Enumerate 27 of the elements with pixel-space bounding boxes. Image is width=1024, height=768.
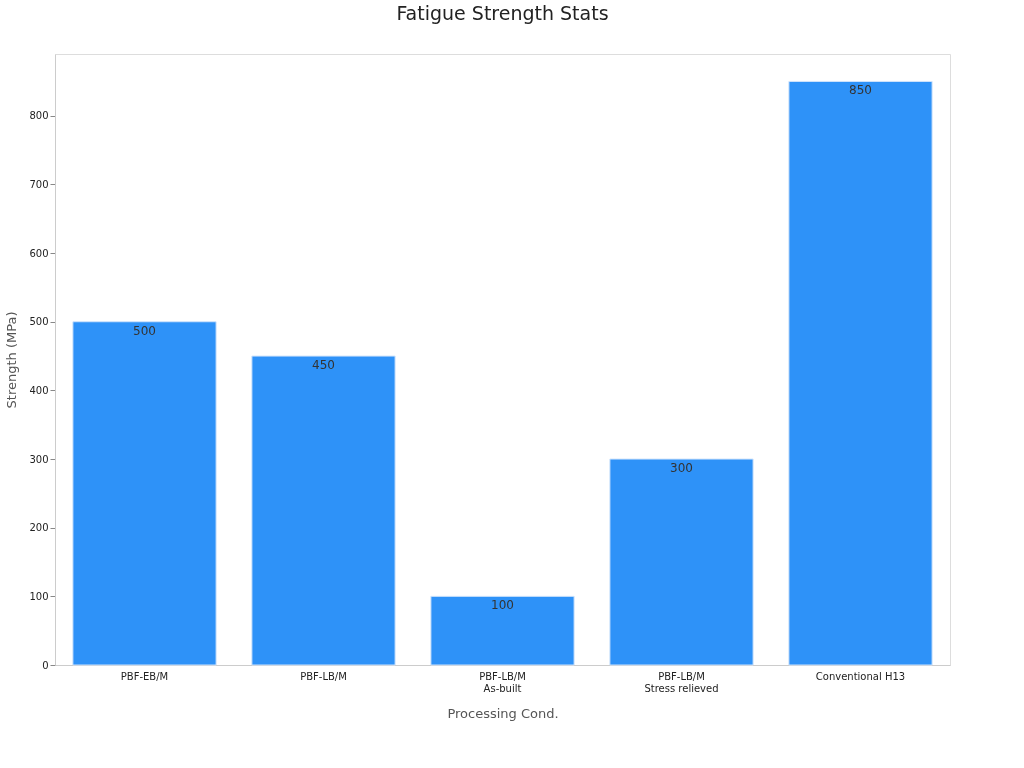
data-label: 100	[491, 598, 514, 613]
bar	[788, 80, 933, 666]
bar	[430, 595, 575, 666]
y-axis-title: Strength (MPa)	[4, 311, 20, 409]
data-label: 300	[670, 461, 693, 476]
y-tick-label: 400	[29, 384, 49, 396]
y-tick-label: 100	[29, 590, 49, 602]
data-label: 850	[849, 83, 872, 98]
data-label: 450	[312, 358, 335, 373]
y-tick-label: 700	[29, 178, 49, 190]
y-tick-label: 500	[29, 316, 49, 328]
x-tick-label: PBF-EB/M	[120, 670, 169, 682]
y-tick-label: 600	[29, 247, 49, 259]
bar	[609, 458, 754, 666]
x-tick-label: PBF-LB/M	[300, 670, 347, 682]
x-tick-label: Conventional H13	[815, 670, 906, 682]
y-tick-label: 800	[29, 110, 49, 122]
chart-title: Fatigue Strength Stats	[396, 2, 609, 24]
y-tick-label: 300	[29, 453, 49, 465]
x-axis-title: Processing Cond.	[447, 705, 559, 721]
bar	[251, 355, 396, 666]
bar	[72, 321, 217, 666]
y-tick-label: 0	[42, 659, 49, 671]
data-label: 500	[133, 323, 156, 338]
x-tick-label: PBF-LB/M Stress relieved	[644, 670, 719, 694]
x-tick-label: PBF-LB/M As-built	[479, 670, 526, 694]
y-tick-label: 200	[29, 522, 49, 534]
